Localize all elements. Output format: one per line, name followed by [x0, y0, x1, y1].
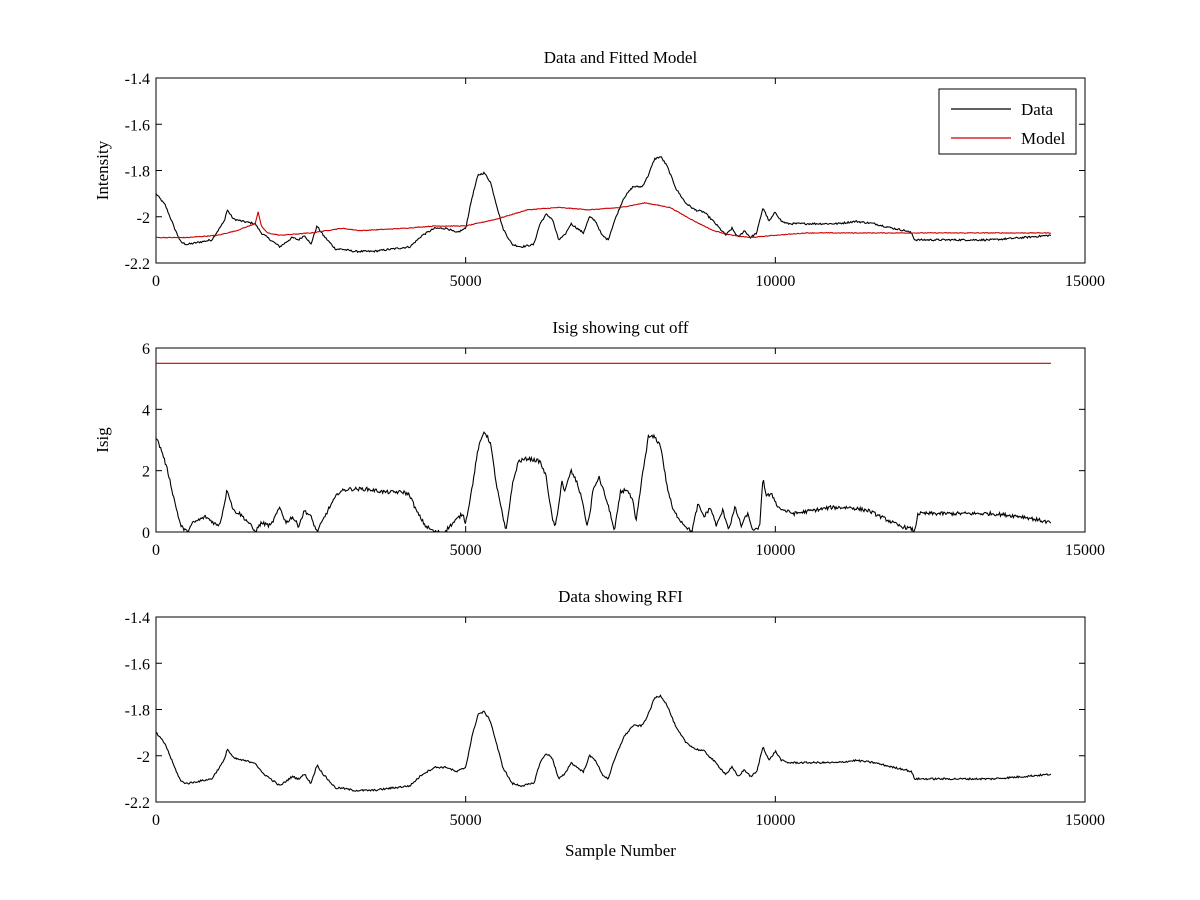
- panel-2: Isig showing cut off 0 5000 10000 15000 0 2 4 6 I…: [93, 318, 1105, 559]
- x-tick-label: 10000: [755, 812, 795, 829]
- x-tick-label: 15000: [1065, 812, 1105, 829]
- x-tick-label: 5000: [450, 273, 482, 290]
- series-1-line: [156, 694, 1052, 792]
- y-tick-label: -2.2: [125, 795, 150, 812]
- y-tick-label: -2: [137, 749, 150, 766]
- y-tick-label: -1.6: [125, 656, 150, 673]
- y-tick-label: 2: [142, 464, 150, 481]
- x-tick-label: 10000: [755, 273, 795, 290]
- legend-label: Data: [1021, 100, 1054, 119]
- panel-3: Data showing RFI 0 5000 10000 15000 -2.2 -2 -1.…: [125, 587, 1105, 860]
- y-tick-label: 0: [142, 525, 150, 542]
- x-axis-label: Sample Number: [565, 841, 676, 860]
- x-tick-label: 5000: [450, 812, 482, 829]
- y-tick-label: -2.2: [125, 256, 150, 273]
- series-1-line: [156, 431, 1051, 532]
- panel-title: Data showing RFI: [558, 587, 683, 606]
- panel-1: Data and Fitted Model 0 5000 10000 15000 -2.2…: [93, 48, 1105, 290]
- y-axis-label: Intensity: [93, 140, 112, 200]
- legend-box: [938, 88, 1077, 155]
- x-tick-label: 5000: [450, 542, 482, 559]
- y-tick-label: -1.8: [125, 703, 150, 720]
- y-tick-label: 4: [142, 402, 150, 419]
- x-tick-label: 15000: [1065, 273, 1105, 290]
- legend: Data Model: [938, 88, 1077, 155]
- model-line: [156, 201, 1052, 239]
- x-tick-label: 0: [152, 273, 160, 290]
- legend-label: Model: [1021, 129, 1066, 148]
- y-axis-label: Isig: [93, 427, 112, 453]
- panel-title: Data and Fitted Model: [544, 48, 698, 67]
- y-tick-label: -1.8: [125, 164, 150, 181]
- y-tick-label: -2: [137, 210, 150, 227]
- data-line: [156, 156, 1052, 254]
- y-tick-label: -1.6: [125, 117, 150, 134]
- y-tick-label: 6: [142, 341, 150, 358]
- x-tick-label: 15000: [1065, 542, 1105, 559]
- x-tick-label: 10000: [755, 542, 795, 559]
- panels: Data and Fitted Model 0 5000 10000 15000 -2.2…: [93, 48, 1105, 860]
- y-tick-label: -1.4: [125, 71, 150, 88]
- y-tick-label: -1.4: [125, 610, 150, 627]
- x-tick-label: 0: [152, 542, 160, 559]
- x-tick-label: 0: [152, 812, 160, 829]
- panel-title: Isig showing cut off: [552, 318, 688, 337]
- axes-box: [155, 347, 1086, 533]
